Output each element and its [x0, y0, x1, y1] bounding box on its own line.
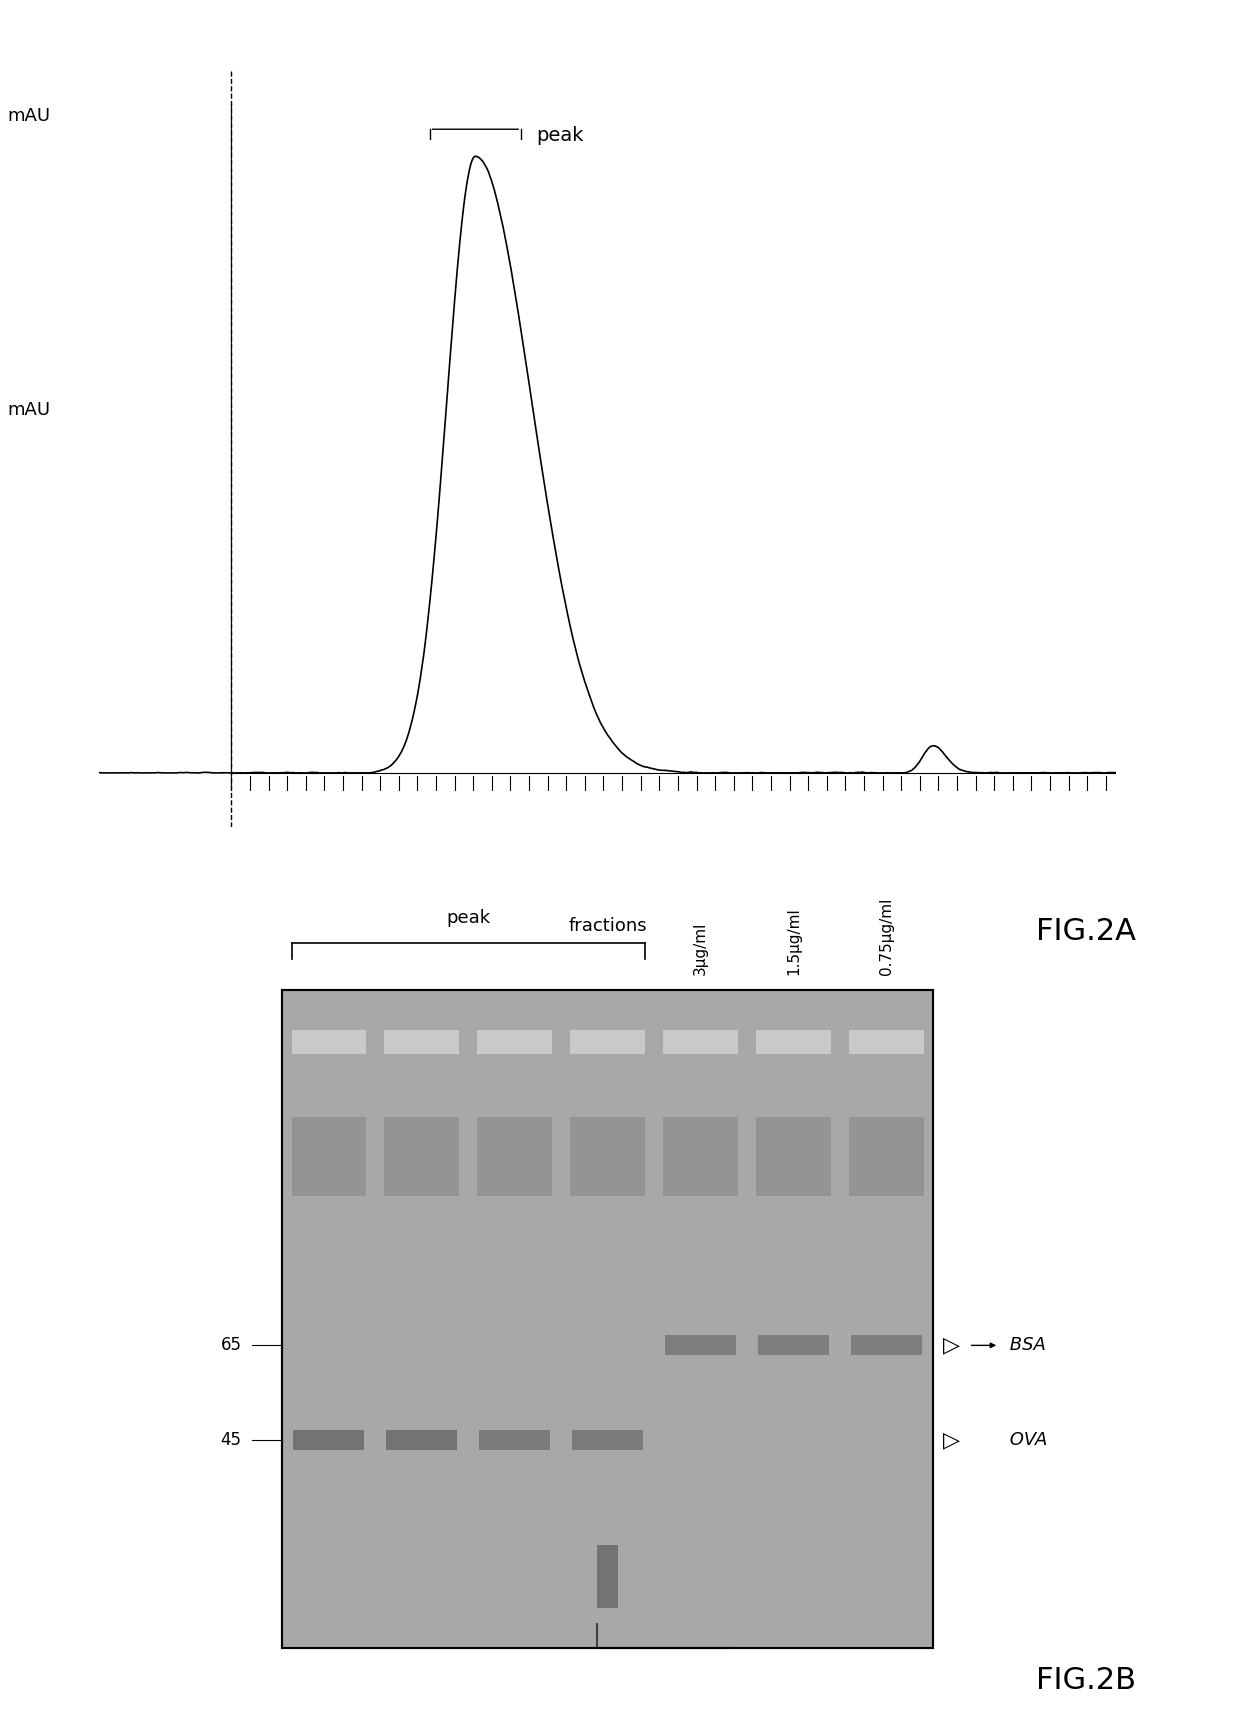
Text: ▷: ▷	[944, 1335, 960, 1355]
Text: 3μg/ml: 3μg/ml	[693, 921, 708, 975]
Bar	[570, 1030, 645, 1054]
Bar	[665, 1335, 735, 1355]
Bar	[291, 1118, 366, 1197]
Text: ▷: ▷	[944, 1431, 960, 1450]
Bar	[663, 1030, 738, 1054]
Text: 1.5μg/ml: 1.5μg/ml	[786, 907, 801, 975]
Text: peak: peak	[446, 909, 490, 926]
Bar	[758, 1335, 828, 1355]
Bar	[294, 1429, 365, 1450]
Text: BSA: BSA	[1004, 1336, 1047, 1355]
Text: OVA: OVA	[1004, 1431, 1048, 1450]
Bar	[756, 1030, 831, 1054]
Text: FIG.2A: FIG.2A	[1037, 918, 1136, 947]
Bar	[469, 990, 562, 1648]
Bar	[653, 990, 746, 1648]
Text: mAU: mAU	[7, 401, 51, 418]
Bar	[849, 1030, 924, 1054]
Bar	[384, 1118, 459, 1197]
Bar	[480, 1429, 551, 1450]
Bar	[291, 1030, 366, 1054]
Text: FIG.2B: FIG.2B	[1037, 1667, 1136, 1696]
Bar	[756, 1118, 831, 1197]
Bar	[376, 990, 469, 1648]
Text: 0.75μg/ml: 0.75μg/ml	[879, 897, 894, 975]
Bar	[849, 1118, 924, 1197]
Bar	[562, 990, 653, 1648]
Bar	[851, 1335, 921, 1355]
Bar	[570, 1118, 645, 1197]
Bar	[598, 1545, 618, 1608]
Text: fractions: fractions	[568, 918, 647, 935]
Text: peak: peak	[537, 126, 584, 145]
Bar	[384, 1030, 459, 1054]
Bar	[387, 1429, 458, 1450]
Text: 65: 65	[221, 1336, 242, 1355]
Bar	[477, 1118, 552, 1197]
Bar	[573, 1429, 642, 1450]
Bar	[283, 990, 376, 1648]
Bar	[839, 990, 932, 1648]
Text: 45: 45	[221, 1431, 242, 1450]
Bar	[746, 990, 839, 1648]
Bar	[663, 1118, 738, 1197]
Text: mAU: mAU	[7, 107, 51, 124]
Bar	[477, 1030, 552, 1054]
